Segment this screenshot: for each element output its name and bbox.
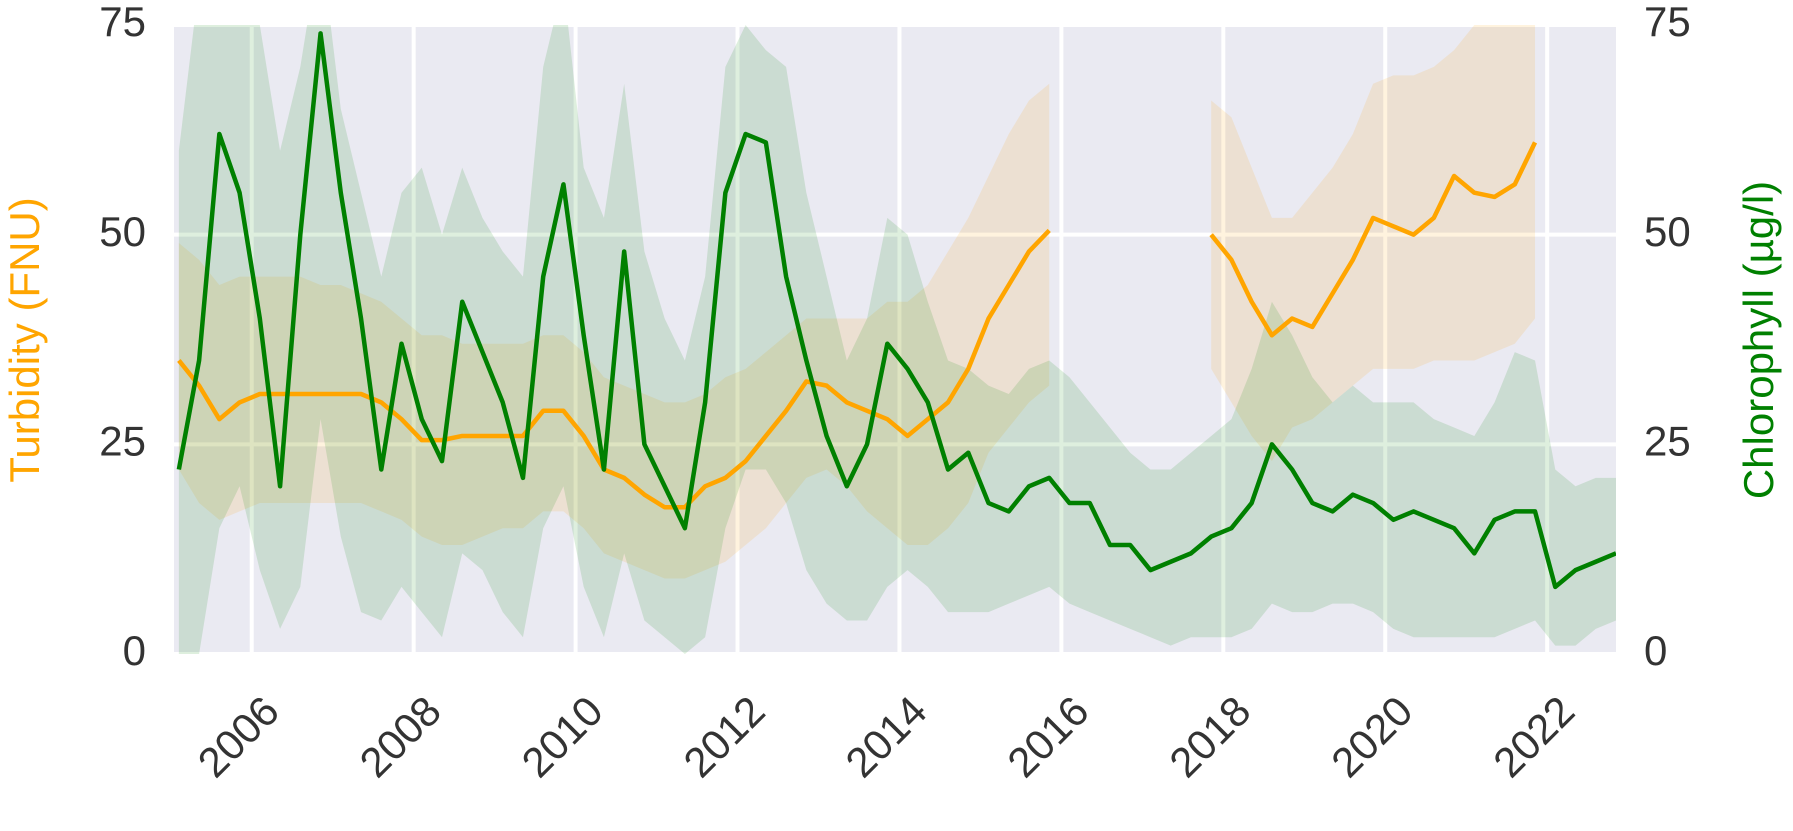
y2-tick-label: 25 (1644, 417, 1691, 464)
grid (174, 23, 1616, 656)
y2-tick-label: 0 (1644, 627, 1667, 674)
y-axis-label: Turbidity (FNU) (1, 197, 48, 482)
x-tick-label: 2010 (512, 687, 611, 786)
x-tick-label: 2018 (1160, 687, 1259, 786)
y-tick-label: 0 (123, 627, 146, 674)
x-tick-label: 2016 (998, 687, 1097, 786)
y2-tick-label: 50 (1644, 208, 1691, 255)
x-tick-label: 2008 (351, 687, 450, 786)
y2-axis-label: Chlorophyll (µg/l) (1735, 181, 1782, 499)
lines (176, 31, 1616, 590)
x-tick-label: 2006 (189, 687, 288, 786)
confidence-band (178, 25, 1616, 654)
confidence-band (178, 25, 1536, 579)
y-tick-label: 25 (99, 417, 146, 464)
bands (178, 25, 1616, 654)
y-tick-label: 50 (99, 208, 146, 255)
data-line (176, 31, 1616, 590)
data-line (177, 141, 1538, 510)
x-tick-label: 2014 (836, 687, 935, 786)
x-tick-label: 2012 (674, 687, 773, 786)
x-tick-label: 2020 (1322, 687, 1421, 786)
y-tick-label: 75 (99, 0, 146, 45)
y2-tick-label: 75 (1644, 0, 1691, 45)
x-tick-label: 2022 (1484, 687, 1583, 786)
